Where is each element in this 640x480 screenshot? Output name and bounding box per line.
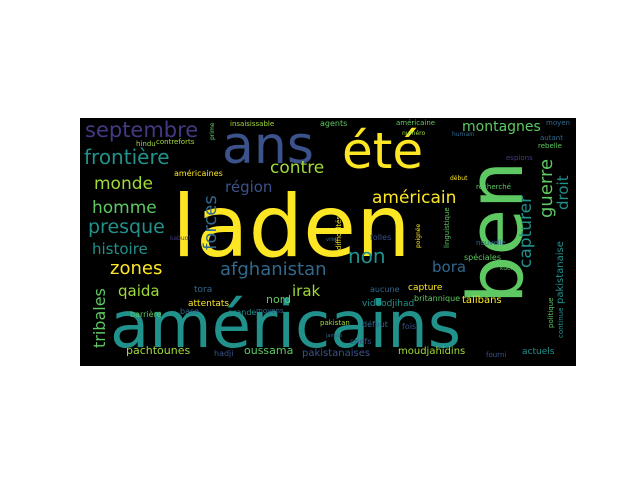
word-videodjihad: vidéodjihad (362, 299, 415, 309)
word-barriere: barrière (130, 310, 162, 319)
word-defaut: défaut (362, 320, 388, 329)
word-americaines: américaines (174, 169, 223, 178)
word-ete: été (342, 122, 424, 180)
word-nouvelle: nouvelle (476, 239, 506, 247)
word-hindu: hindu (136, 140, 156, 148)
word-agents: agents (320, 119, 348, 128)
word-capture: capture (408, 283, 443, 293)
word-difficultes: difficultés (335, 215, 343, 250)
word-fourni: fourni (486, 351, 507, 359)
word-grande: grande (228, 308, 257, 317)
word-irak: irak (292, 282, 321, 300)
word-hadji: hadji (214, 349, 234, 358)
word-prime: prime (209, 122, 216, 140)
word-linguistique: linguistique (443, 207, 451, 248)
word-moyens: moyens (256, 307, 284, 315)
word-contreforts: contreforts (156, 138, 195, 146)
word-kabuol: kabuol (170, 235, 190, 242)
word-homme: homme (92, 198, 157, 218)
word-nord: nord (266, 293, 292, 306)
word-capturer: capturer (516, 195, 536, 268)
word-zones: zones (110, 258, 163, 279)
word-poignee: poignée (415, 223, 422, 248)
word-aucune: aucune (370, 285, 400, 294)
word-folles: folles (370, 233, 392, 242)
word-kuch: kuch (500, 265, 515, 272)
word-continue: continue (557, 307, 565, 338)
word-pachtounes: pachtounes (126, 344, 191, 357)
word-autant: autant (540, 134, 563, 142)
word-tribales: tribales (90, 288, 109, 348)
word-region: région (225, 178, 273, 196)
word-debut: début (450, 175, 468, 182)
word-presque: presque (88, 216, 165, 238)
word-rebelle: rebelle (538, 142, 562, 150)
word-ans: ans (222, 118, 314, 176)
word-moudjahidins: moudjahidins (398, 346, 466, 357)
word-britannique: britannique (414, 294, 461, 303)
word-non: non (348, 244, 386, 268)
word-monde: monde (94, 174, 153, 194)
word-afghanistan: afghanistan (220, 259, 327, 280)
word-pakistan: pakistan (320, 319, 350, 327)
word-montagnes: montagnes (462, 119, 541, 135)
word-chefs: chefs (350, 337, 372, 346)
word-pakistanaise: pakistanaise (555, 241, 566, 304)
word-bora: bora (432, 258, 467, 276)
word-politique: politique (547, 297, 555, 329)
word-humain: humain (452, 131, 475, 138)
word-contre: contre (270, 158, 325, 178)
word-qaida: qaida (118, 282, 160, 300)
word-laden: laden (172, 177, 411, 277)
word-numero: numéro (402, 130, 426, 137)
word-actuels: actuels (522, 347, 555, 357)
word-frontiere: frontière (84, 145, 170, 169)
word-americaine: américaine (396, 119, 436, 127)
word-speciales: spéciales (464, 253, 502, 262)
word-talibans: talibans (462, 295, 502, 306)
word-recherche: recherché (476, 183, 511, 191)
word-fois: fois (402, 322, 417, 331)
word-oussama: oussama (244, 344, 294, 357)
word-americain: américain (372, 188, 457, 208)
word-droit: droit (554, 175, 572, 210)
word-forces: forces (200, 195, 221, 250)
word-americains: américains (110, 289, 462, 363)
word-jamais: jamais (326, 333, 343, 339)
word-pakistanaises: pakistanaises (302, 348, 371, 359)
word-cloud: laden ben américains ans été septembre f… (80, 118, 576, 366)
word-espions: espions (506, 154, 533, 162)
word-moyen: moyen (546, 119, 570, 127)
word-base: base (180, 307, 200, 316)
word-ville: ville (326, 237, 337, 243)
word-septembre: septembre (85, 118, 199, 142)
word-insaisissable: insaisissable (230, 120, 275, 128)
word-attentats: attentats (188, 299, 230, 309)
word-tora: tora (194, 285, 213, 295)
word-histoire: histoire (92, 240, 148, 258)
